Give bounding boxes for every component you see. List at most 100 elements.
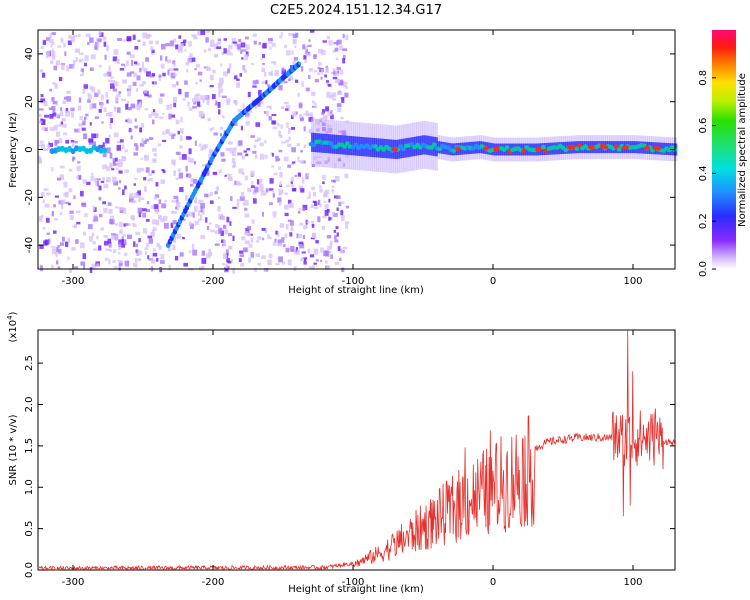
noise-point: [267, 84, 270, 88]
noise-point: [246, 148, 251, 151]
noise-point: [242, 103, 245, 110]
noise-point: [75, 57, 78, 62]
noise-point: [114, 157, 118, 162]
noise-point: [56, 113, 59, 118]
noise-point: [130, 71, 135, 74]
noise-point: [256, 179, 260, 185]
noise-point: [93, 178, 98, 183]
y-tick-label: 20: [24, 95, 35, 108]
noise-point: [240, 125, 243, 131]
noise-point: [320, 259, 323, 263]
noise-point: [303, 144, 307, 149]
noise-point: [215, 224, 219, 228]
noise-point: [342, 33, 345, 39]
noise-point: [277, 242, 283, 247]
noise-point: [291, 50, 294, 55]
noise-point: [306, 196, 311, 199]
noise-point: [336, 39, 342, 45]
noise-point: [262, 62, 265, 65]
noise-point: [209, 74, 214, 81]
noise-point: [98, 31, 102, 36]
noise-point: [308, 191, 311, 198]
snr-multiplier-text: (x10: [8, 320, 19, 343]
noise-point: [309, 30, 315, 33]
noise-point: [87, 99, 91, 103]
noise-point: [77, 105, 82, 111]
noise-point: [313, 248, 319, 255]
noise-point: [100, 227, 104, 231]
noise-point: [284, 44, 287, 49]
noise-point: [214, 243, 220, 246]
noise-point: [279, 223, 285, 228]
noise-point: [288, 33, 294, 36]
noise-point: [244, 112, 250, 117]
noise-point: [59, 111, 64, 117]
noise-point: [173, 102, 177, 108]
noise-point: [247, 91, 251, 98]
noise-point: [51, 32, 56, 36]
noise-point: [325, 106, 330, 112]
noise-point: [323, 200, 327, 203]
noise-point: [285, 50, 291, 56]
ridge-peak: [455, 146, 461, 151]
noise-point: [328, 216, 331, 221]
noise-point: [335, 79, 340, 84]
noise-point: [285, 105, 291, 112]
noise-point: [245, 51, 249, 57]
noise-point: [268, 71, 273, 76]
noise-point: [76, 165, 81, 172]
noise-point: [175, 119, 180, 125]
noise-point: [109, 152, 113, 159]
noise-point: [297, 210, 301, 214]
noise-point: [238, 140, 243, 146]
noise-point: [44, 239, 49, 246]
noise-point: [219, 133, 223, 137]
noise-point: [141, 67, 145, 71]
noise-point: [338, 201, 342, 207]
noise-point: [173, 38, 177, 43]
noise-point: [240, 262, 244, 267]
noise-point: [83, 62, 87, 67]
noise-point: [287, 219, 292, 222]
noise-point: [234, 75, 238, 80]
noise-point: [342, 48, 348, 52]
noise-point: [241, 49, 247, 52]
noise-point: [111, 234, 116, 240]
noise-point: [68, 168, 73, 172]
x-tick-label: -100: [342, 276, 365, 287]
noise-point: [129, 196, 134, 203]
noise-point: [72, 60, 76, 66]
noise-point: [122, 189, 125, 196]
ridge-core: [429, 145, 434, 150]
noise-point: [171, 159, 176, 165]
noise-point: [226, 173, 229, 177]
noise-point: [261, 211, 264, 217]
noise-point: [53, 218, 58, 221]
noise-point: [282, 261, 286, 265]
noise-point: [139, 84, 145, 87]
noise-point: [285, 139, 289, 143]
noise-point: [304, 46, 308, 50]
noise-point: [297, 156, 300, 163]
noise-point: [330, 240, 333, 245]
noise-point: [202, 144, 206, 150]
noise-point: [317, 72, 321, 76]
noise-point: [210, 39, 215, 46]
noise-point: [198, 111, 204, 118]
noise-point: [223, 48, 227, 54]
colorbar-label: Normalized spectral amplitude: [737, 73, 748, 227]
band-point: [88, 147, 93, 154]
noise-point: [229, 221, 232, 226]
noise-point: [314, 102, 317, 109]
noise-point: [169, 40, 174, 47]
noise-point: [172, 244, 176, 251]
noise-point: [323, 191, 328, 197]
noise-point: [78, 58, 84, 63]
noise-point: [155, 182, 159, 187]
noise-point: [308, 39, 311, 42]
y-tick-label: 0: [24, 146, 35, 152]
noise-point: [124, 252, 128, 256]
noise-point: [151, 81, 155, 85]
noise-point: [46, 53, 49, 59]
